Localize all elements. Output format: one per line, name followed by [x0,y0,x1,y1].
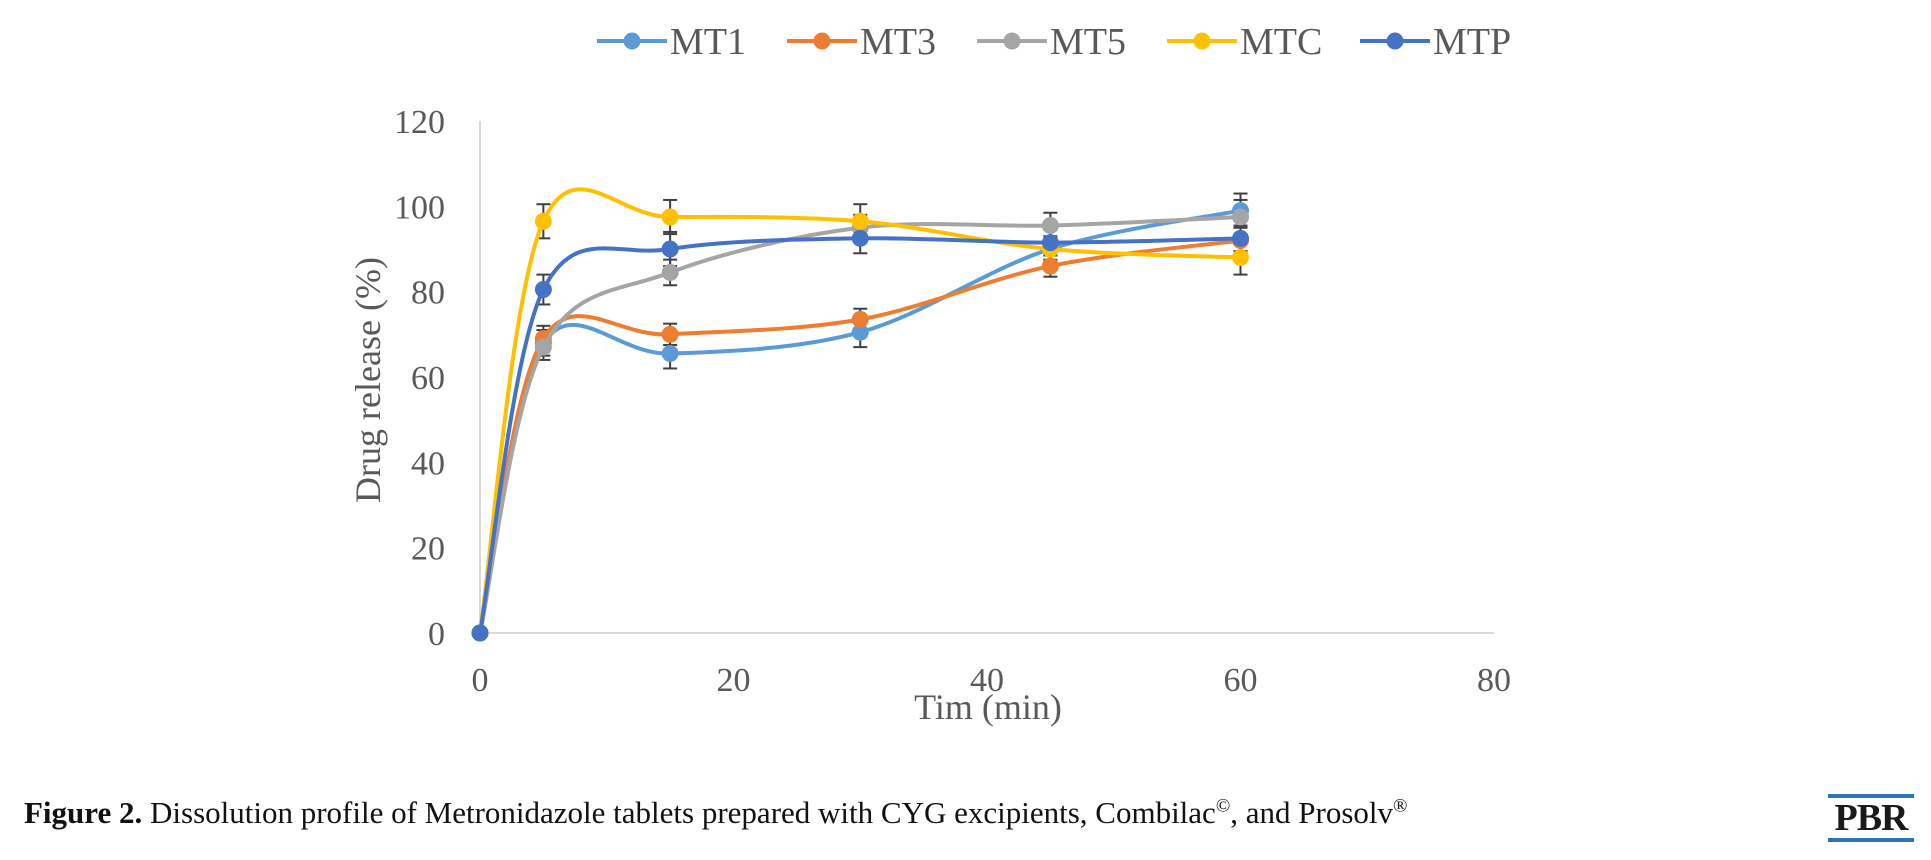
legend-marker [1387,33,1404,50]
legend-label: MTC [1240,21,1322,63]
data-point [662,209,679,226]
y-tick-label: 20 [411,531,445,568]
legend-marker [624,33,641,50]
y-tick-label: 40 [411,445,445,482]
registered-mark: ® [1393,796,1407,817]
y-tick-label: 0 [428,616,445,653]
data-point [1232,230,1249,247]
pbr-logo: PBR [1828,794,1914,842]
legend-label: MT3 [860,21,936,63]
legend: MT1 MT3 MT5 MTC MTP [597,21,1511,63]
data-point [535,281,552,298]
data-point [852,311,869,328]
data-point [852,213,869,230]
series-line [480,217,1241,633]
legend-label: MT5 [1050,21,1126,63]
series-layer [472,189,1250,641]
legend-label: MT1 [670,21,746,63]
data-point [662,241,679,258]
y-tick-label: 120 [394,104,445,141]
legend-item-mt1: MT1 [597,21,746,63]
series-line [480,211,1241,633]
data-point [662,345,679,362]
error-bars-mtp [536,223,1247,304]
caption-text-2: , and Prosolv [1230,795,1393,830]
logo-text: PBR [1828,797,1914,839]
legend-marker [1194,33,1211,50]
y-axis-title: Drug release (%) [348,257,388,503]
data-point [472,625,489,642]
data-point [662,326,679,343]
y-tick-label: 60 [411,360,445,397]
series-mtc [472,189,1250,641]
data-point [535,339,552,356]
legend-label: MTP [1433,21,1511,63]
series-line [480,240,1241,633]
data-point [1042,234,1059,251]
series-mt1 [472,202,1250,641]
x-tick-label: 80 [1477,662,1511,699]
logo-bottom-bar [1828,838,1914,842]
legend-item-mtp: MTP [1360,21,1511,63]
caption-text-1: Dissolution profile of Metronidazole tab… [142,795,1216,830]
x-tick-label: 60 [1224,662,1258,699]
data-point [662,264,679,281]
x-tick-label: 20 [717,662,751,699]
data-point [535,213,552,230]
data-point [1232,209,1249,226]
x-axis-title: Tim (min) [914,687,1062,727]
legend-marker [1004,33,1021,50]
legend-item-mtc: MTC [1167,21,1322,63]
data-point [1232,249,1249,266]
legend-marker [814,33,831,50]
data-point [852,230,869,247]
figure-label: Figure 2. [24,795,142,830]
copyright-mark: © [1216,796,1230,817]
legend-item-mt3: MT3 [787,21,936,63]
data-point [1042,258,1059,275]
figure-caption: Figure 2. Dissolution profile of Metroni… [24,795,1407,831]
series-mt5 [472,209,1250,642]
data-point [1042,217,1059,234]
legend-item-mt5: MT5 [977,21,1126,63]
series-mtp [472,230,1250,642]
y-tick-label: 80 [411,275,445,312]
series-mt3 [472,232,1250,642]
y-tick-label: 100 [394,189,445,226]
x-tick-label: 0 [472,662,489,699]
